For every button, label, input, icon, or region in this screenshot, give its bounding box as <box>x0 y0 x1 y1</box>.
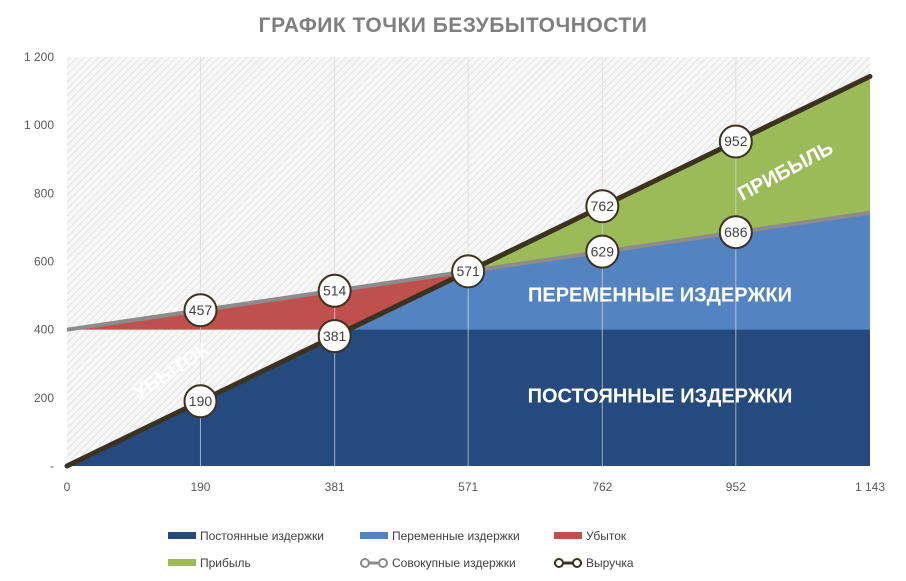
legend-label: Совокупные издержки <box>392 556 516 570</box>
x-tick-label: 190 <box>190 480 210 494</box>
data-label: 571 <box>456 263 480 279</box>
legend-marker <box>360 558 370 568</box>
x-tick-label: 952 <box>726 480 746 494</box>
legend-item: Переменные издержки <box>360 529 520 543</box>
data-point-marker <box>585 189 620 224</box>
data-label: 686 <box>724 224 748 240</box>
data-point-marker <box>718 124 753 159</box>
y-tick-label: 1 000 <box>24 118 54 132</box>
legend-swatch <box>168 559 196 566</box>
y-tick-label: 1 200 <box>24 50 54 64</box>
legend-label: Прибыль <box>200 556 251 570</box>
data-point-marker <box>183 384 218 419</box>
chart-title: ГРАФИК ТОЧКИ БЕЗУБЫТОЧНОСТИ <box>258 14 648 37</box>
legend-item: Совокупные издержки <box>360 556 516 570</box>
data-point-190: 190 <box>183 384 218 419</box>
x-tick-label: 571 <box>458 480 478 494</box>
legend-item: Выручка <box>554 556 634 570</box>
legend-label: Переменные издержки <box>392 529 520 543</box>
data-point-686: 686 <box>718 215 753 250</box>
data-point-marker <box>451 254 486 289</box>
data-point-marker <box>585 234 620 269</box>
legend-label: Постоянные издержки <box>200 529 324 543</box>
data-label: 457 <box>189 302 213 318</box>
y-tick-label: 800 <box>34 186 54 200</box>
data-point-marker <box>317 319 352 354</box>
legend-marker <box>378 558 388 568</box>
data-label: 952 <box>724 133 748 149</box>
data-point-457: 457 <box>183 293 218 328</box>
legend-label: Выручка <box>586 556 634 570</box>
legend-label: Убыток <box>586 529 627 543</box>
data-point-marker <box>183 293 218 328</box>
data-point-571: 571 <box>451 254 486 289</box>
y-tick-label: 200 <box>34 391 54 405</box>
variable-costs-region-label: ПЕРЕМЕННЫЕ ИЗДЕРЖКИ <box>528 284 792 306</box>
x-tick-label: 762 <box>592 480 612 494</box>
data-point-952: 952 <box>718 124 753 159</box>
data-label: 190 <box>189 393 213 409</box>
data-label: 762 <box>591 198 615 214</box>
x-tick-label: 381 <box>325 480 345 494</box>
data-point-381: 381 <box>317 319 352 354</box>
data-label: 514 <box>323 283 347 299</box>
legend-swatch <box>554 532 582 539</box>
data-point-marker <box>317 273 352 308</box>
legend-item: Постоянные издержки <box>168 529 324 543</box>
x-tick-label: 1 143 <box>855 480 885 494</box>
y-tick-label: - <box>50 459 54 473</box>
fixed-costs-region-label: ПОСТОЯННЫЕ ИЗДЕРЖКИ <box>528 385 793 407</box>
legend-marker <box>572 558 582 568</box>
legend-swatch <box>168 532 196 539</box>
data-point-629: 629 <box>585 234 620 269</box>
data-point-marker <box>718 215 753 250</box>
data-point-762: 762 <box>585 189 620 224</box>
y-tick-label: 400 <box>34 323 54 337</box>
data-label: 381 <box>323 328 347 344</box>
x-tick-label: 0 <box>64 480 71 494</box>
legend-item: Убыток <box>554 529 627 543</box>
legend-swatch <box>360 532 388 539</box>
data-label: 629 <box>591 243 615 259</box>
data-point-514: 514 <box>317 273 352 308</box>
legend-item: Прибыль <box>168 556 251 570</box>
y-tick-label: 600 <box>34 255 54 269</box>
legend-marker <box>554 558 564 568</box>
